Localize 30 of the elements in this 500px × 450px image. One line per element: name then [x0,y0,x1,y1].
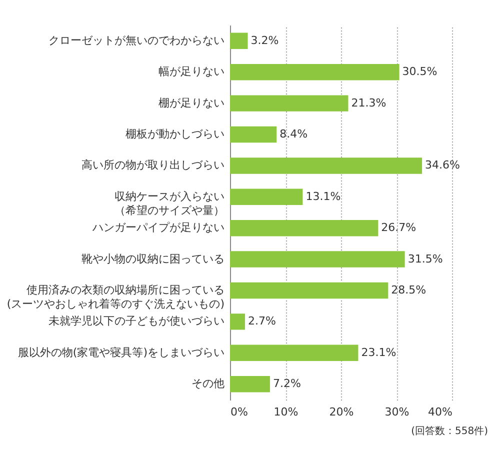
x-tick-label: 30% [384,406,410,418]
data-label: 34.6% [425,158,460,172]
x-tick-label: 0% [230,406,248,418]
data-label: 30.5% [402,65,438,78]
y-tick-label: 服以外の物(家電や寝具等)をしまいづらい [18,346,224,359]
data-label: 7.2% [272,377,301,390]
y-tick-label: 棚が足りない [158,96,224,110]
data-label: 13.1% [306,190,341,203]
data-label: 3.2% [250,34,279,47]
x-tick-label: 20% [329,406,354,418]
data-label: 31.5% [408,252,443,266]
text: (回答数：558件) [411,425,488,438]
data-label: 23.1% [361,346,396,359]
data-label: 2.7% [248,314,276,328]
x-tick-label: 10% [274,406,298,418]
y-tick-label: 棚板が動かしづらい [126,128,224,141]
data-label: 26.7% [381,221,416,234]
y-tick-label: 靴や小物の収納に困っている [82,252,224,266]
y-tick-label: 高い所の物が取り出しづらい [82,158,224,172]
y-tick-label: 幅が足りない [158,65,224,78]
data-label: 28.5% [391,283,426,296]
y-tick-label: ハンガーパイプが足りない [92,221,224,234]
data-label: 8.4% [280,128,308,141]
y-tick-label: その他 [192,377,224,390]
y-tick-label: 収納ケースが入らない（希望のサイズや量） [114,190,224,217]
y-tick-label: クローゼットが無いのでわからない [48,34,224,47]
y-tick-label: 使用済みの衣類の収納場所に困っている(スーツやおしゃれ着等のすぐ洗えないもの) [6,283,224,310]
x-tick-label: 40% [428,406,452,418]
data-label: 21.3% [351,96,386,110]
y-tick-label: 未就学児以下の子どもが使いづらい [48,314,224,328]
